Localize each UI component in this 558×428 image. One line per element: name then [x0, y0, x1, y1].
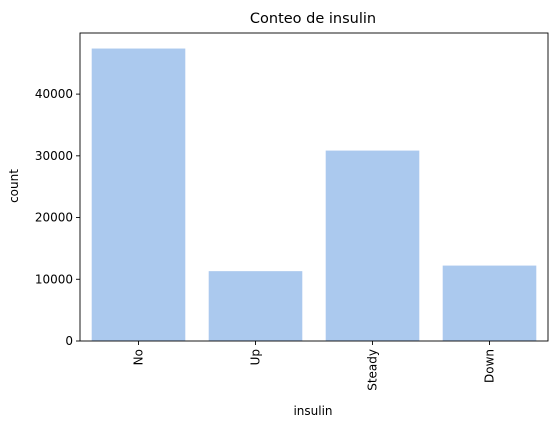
plot-frame: [79, 32, 549, 342]
y-axis-label: count: [7, 169, 21, 203]
x-tick-label: Up: [249, 349, 263, 365]
x-tick-label: Steady: [366, 349, 380, 391]
ticks-layer: No Up Steady Down 0 10000 20000 30000 40000: [35, 87, 497, 391]
x-tick-label: Down: [483, 349, 497, 383]
x-tick-label: No: [132, 349, 146, 365]
bar-down: [442, 265, 537, 341]
y-tick-label: 30000: [35, 149, 73, 163]
bar-steady: [325, 150, 420, 341]
y-tick-label: 20000: [35, 211, 73, 225]
y-tick-label: 10000: [35, 272, 73, 286]
x-axis-label: insulin: [293, 404, 332, 418]
y-tick-label: 40000: [35, 87, 73, 101]
bars-layer: [91, 48, 537, 341]
chart-title: Conteo de insulin: [250, 11, 376, 27]
bar-no: [91, 48, 186, 341]
y-tick-label: 0: [65, 334, 73, 348]
bar-up: [208, 271, 303, 341]
